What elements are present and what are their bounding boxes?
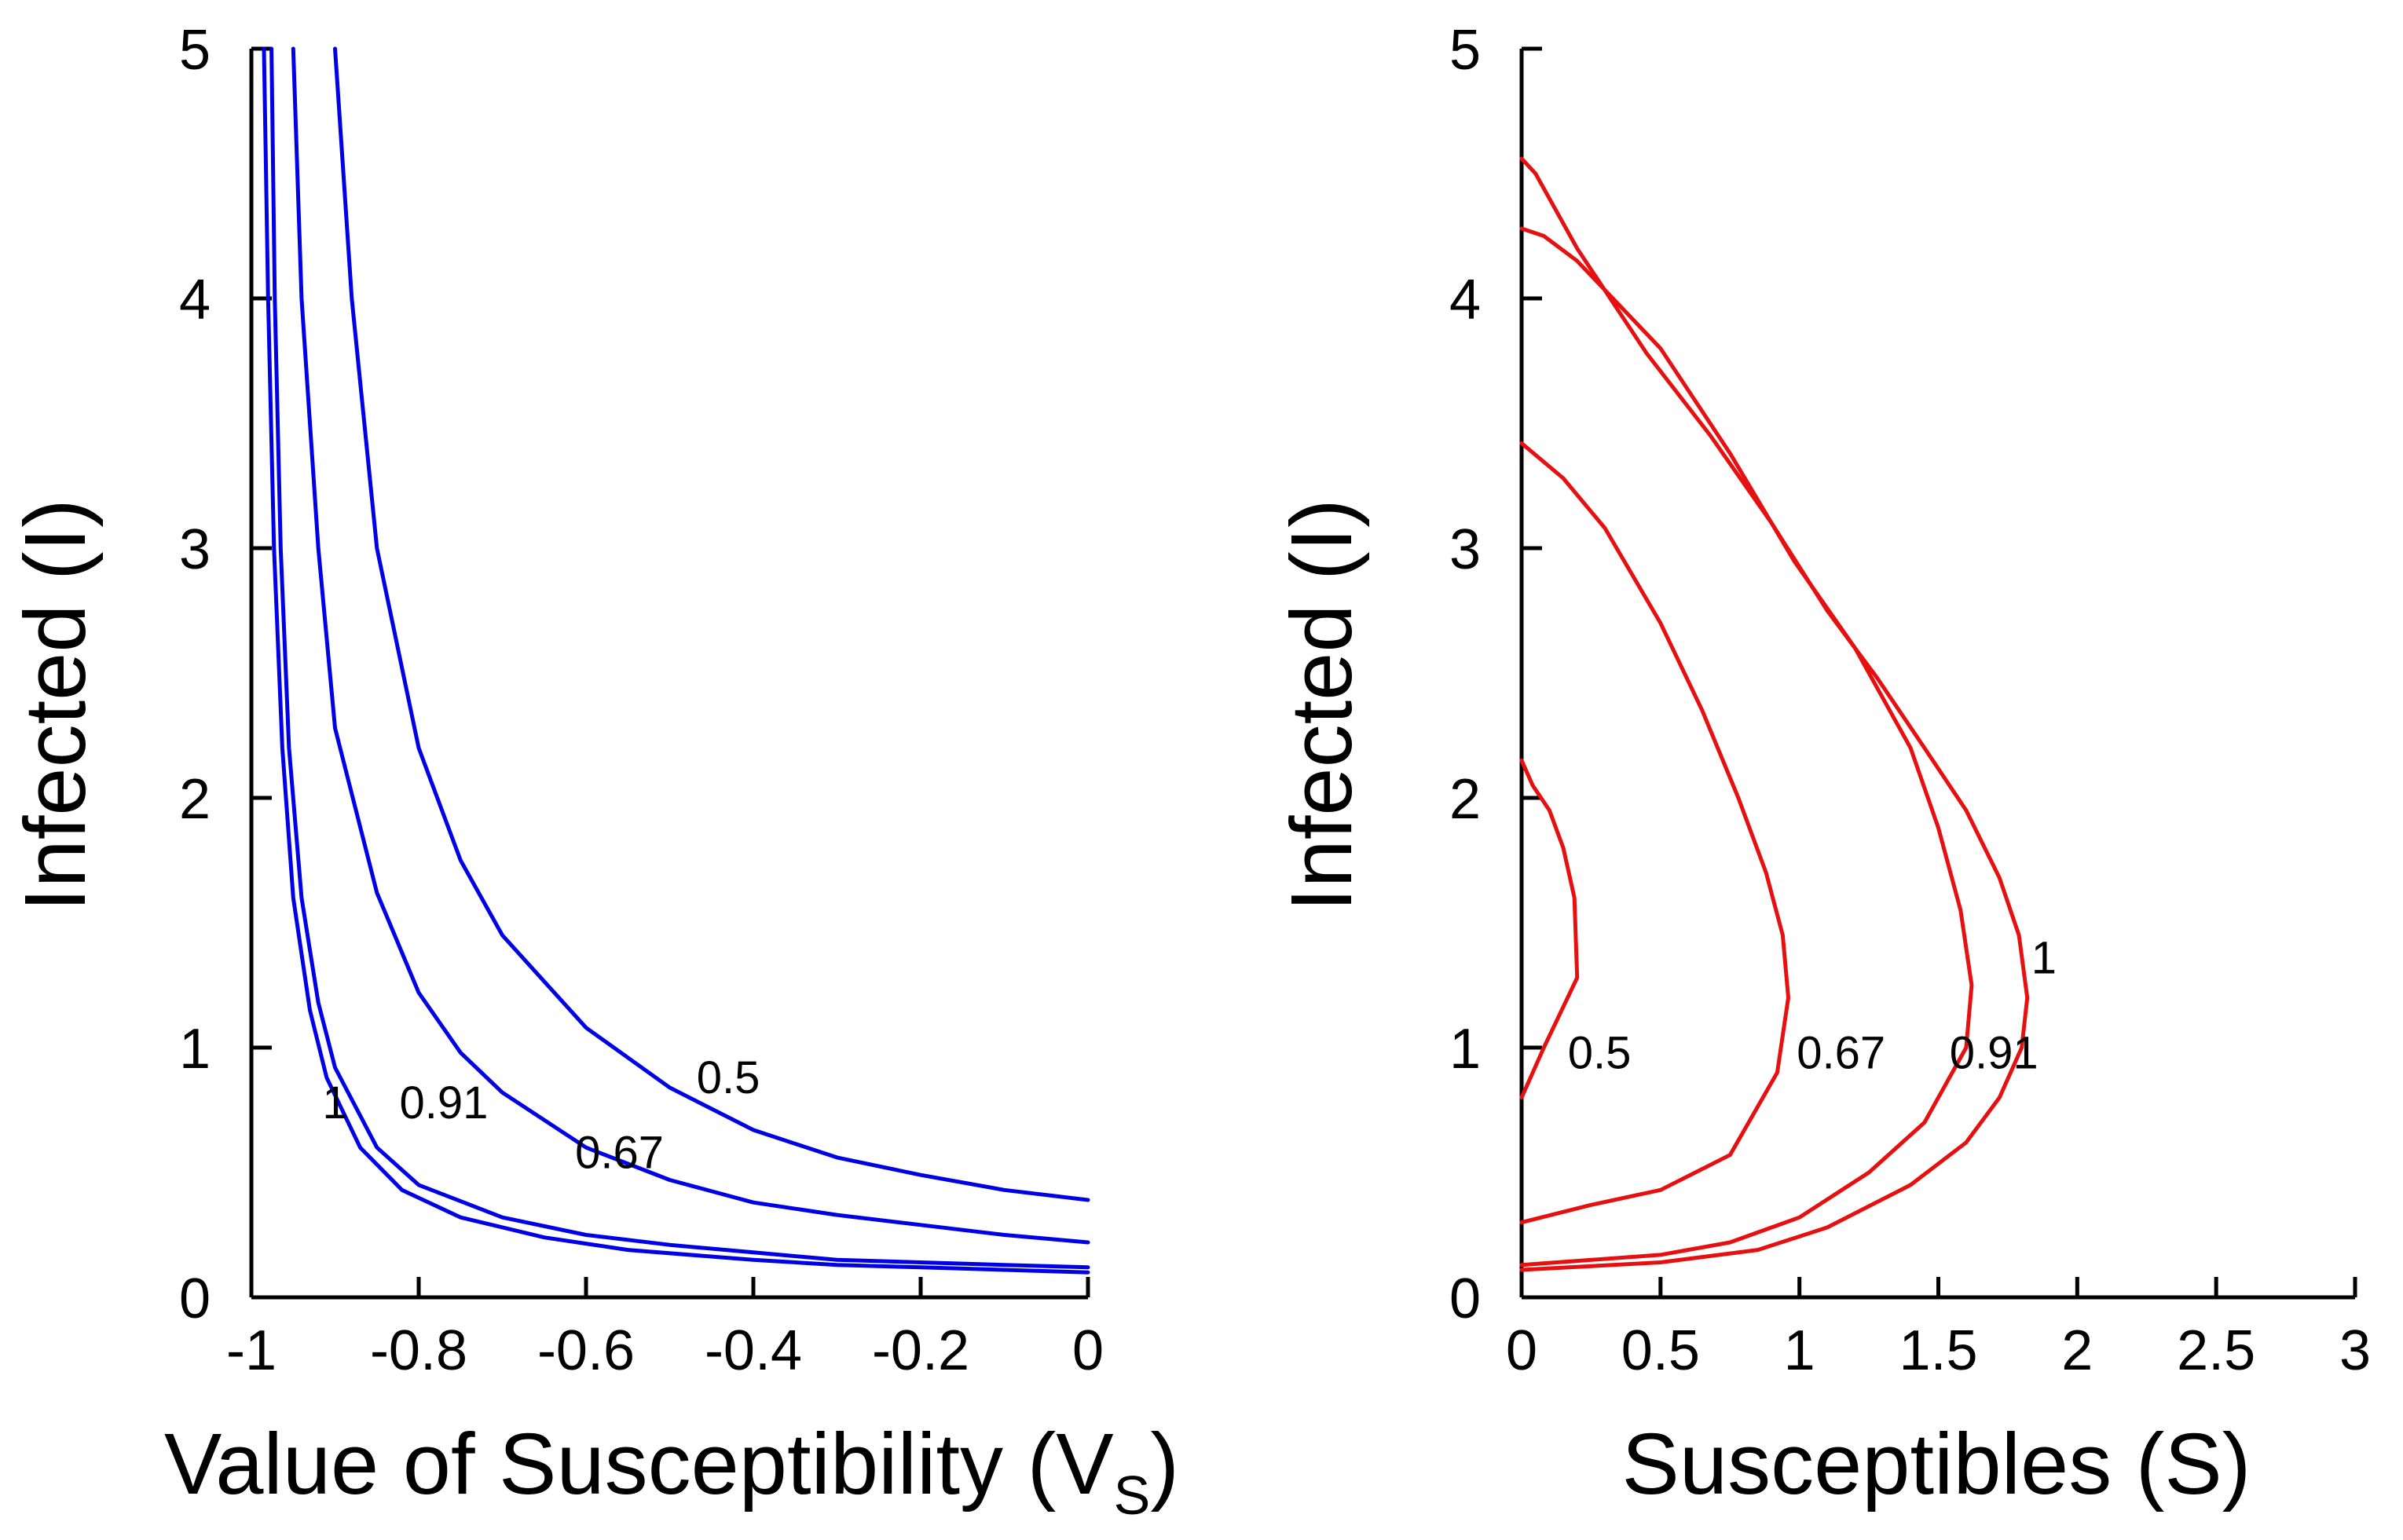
left-curve-1 [262,46,1090,1275]
left-x-axis: -1 -0.8 -0.6 -0.4 -0.2 0 [226,1277,1104,1382]
right-curves [1519,156,2030,1272]
right-y-axis: 0 1 2 3 4 5 [1449,19,1542,1330]
right-x-tick-label: 1 [1784,1319,1815,1382]
right-y-tick-label: 3 [1449,518,1481,581]
right-curve-0_91 [1519,226,1974,1267]
left-y-tick-label: 3 [179,518,211,581]
left-x-axis-label-subscript: S [1114,1465,1151,1526]
right-chart: 0 1 2 3 4 5 0 0.5 1 1.5 2 2.5 3 0.5 0.67 0.91 1 Infect… [1273,19,2371,1513]
left-curve-0_5 [333,46,1090,1202]
left-curve-0_67 [291,46,1090,1245]
right-x-tick-label: 0 [1506,1319,1537,1382]
right-y-tick-label: 4 [1449,269,1481,331]
left-x-tick-label: -0.8 [370,1319,467,1382]
left-y-axis: 0 1 2 3 4 5 [179,19,272,1330]
left-curve-label-0_67: 0.67 [575,1128,664,1179]
right-y-tick-label: 5 [1449,19,1481,82]
left-curve-label-0_91: 0.91 [400,1077,489,1128]
left-x-tick-label: -0.4 [705,1319,802,1382]
left-y-tick-label: 4 [179,269,211,331]
right-curve-label-0_5: 0.5 [1568,1027,1632,1078]
right-curve-1 [1519,156,2030,1272]
left-x-tick-label: -1 [226,1319,277,1382]
right-curve-0_67 [1519,441,1790,1225]
right-x-tick-label: 3 [2339,1319,2371,1382]
right-x-tick-label: 2 [2061,1319,2093,1382]
left-curve-0_91 [269,46,1090,1270]
left-x-tick-label: -0.2 [872,1319,969,1382]
left-y-tick-label: 0 [179,1267,211,1330]
right-y-tick-label: 1 [1449,1018,1481,1081]
right-y-tick-label: 2 [1449,768,1481,831]
left-curves [262,46,1090,1275]
right-curve-label-0_91: 0.91 [1950,1027,2039,1078]
left-y-tick-label: 2 [179,768,211,831]
right-x-tick-label: 2.5 [2177,1319,2255,1382]
left-y-tick-label: 1 [179,1018,211,1081]
left-x-axis-label: Value of Susceptibility (VS) [164,1416,1179,1526]
left-y-tick-label: 5 [179,19,211,82]
left-x-tick-label: 0 [1072,1319,1104,1382]
right-curve-0_5 [1519,758,1580,1100]
right-x-axis: 0 0.5 1 1.5 2 2.5 3 [1506,1277,2371,1382]
right-curve-label-0_67: 0.67 [1797,1027,1885,1078]
right-y-axis-label: Infected (I) [1273,499,1370,912]
left-y-axis-label: Infected (I) [7,499,104,912]
right-curve-label-1: 1 [2031,933,2057,984]
right-y-tick-label: 0 [1449,1267,1481,1330]
left-x-axis-label-main: Value of Susceptibility (V [164,1416,1114,1513]
right-x-tick-label: 0.5 [1621,1319,1700,1382]
left-x-axis-label-close: ) [1150,1416,1179,1513]
left-curve-label-1: 1 [322,1077,347,1128]
right-x-tick-label: 1.5 [1899,1319,1977,1382]
right-curve-labels: 0.5 0.67 0.91 1 [1568,933,2057,1079]
left-x-tick-label: -0.6 [537,1319,635,1382]
left-curve-label-0_5: 0.5 [697,1052,760,1103]
left-curve-labels: 0.5 0.67 0.91 1 [322,1052,760,1178]
right-x-axis-label: Susceptibles (S) [1622,1416,2251,1513]
